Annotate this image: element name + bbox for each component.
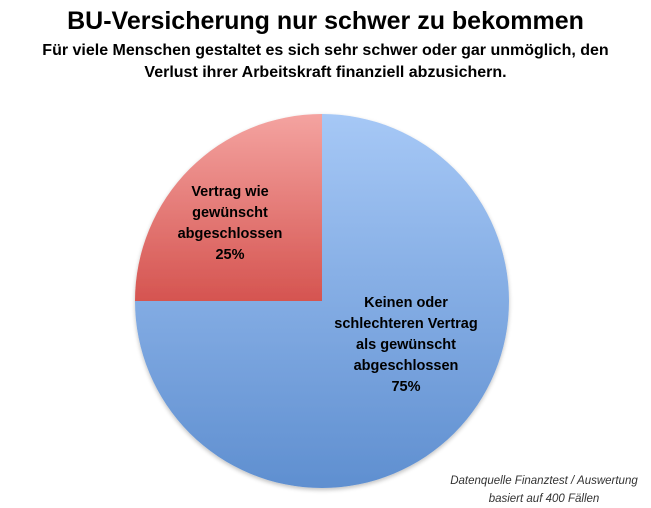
slice-label-line: als gewünscht	[356, 337, 456, 353]
slice-label-line: abgeschlossen	[354, 358, 459, 374]
slice-label-line: Vertrag wie	[191, 184, 268, 200]
subtitle-line: Für viele Menschen gestaltet es sich seh…	[42, 42, 609, 59]
slice-label-line: schlechteren Vertrag	[334, 316, 477, 332]
pie-slice-vertrag-gewuenscht	[135, 114, 322, 301]
slice-label-vertrag-gewuenscht: Vertrag wie gewünscht abgeschlossen 25%	[178, 184, 283, 263]
subtitle-line: Verlust ihrer Arbeitskraft finanziell ab…	[144, 64, 507, 81]
slice-label-line: 25%	[215, 247, 244, 263]
slice-label-line: abgeschlossen	[178, 226, 283, 242]
data-source-note: Datenquelle Finanztest / Auswertung basi…	[436, 472, 651, 508]
chart-subtitle: Für viele Menschen gestaltet es sich seh…	[0, 40, 651, 84]
slice-label-keinen-vertrag: Keinen oder schlechteren Vertrag als gewün…	[334, 295, 477, 395]
source-line: basiert auf 400 Fällen	[488, 493, 600, 505]
source-line: Datenquelle Finanztest / Auswertung	[450, 475, 638, 487]
chart-title: BU-Versicherung nur schwer zu bekommen	[67, 7, 584, 35]
slice-label-line: Keinen oder	[364, 295, 448, 311]
slice-label-line: gewünscht	[192, 205, 268, 221]
slice-label-line: 75%	[391, 379, 420, 395]
